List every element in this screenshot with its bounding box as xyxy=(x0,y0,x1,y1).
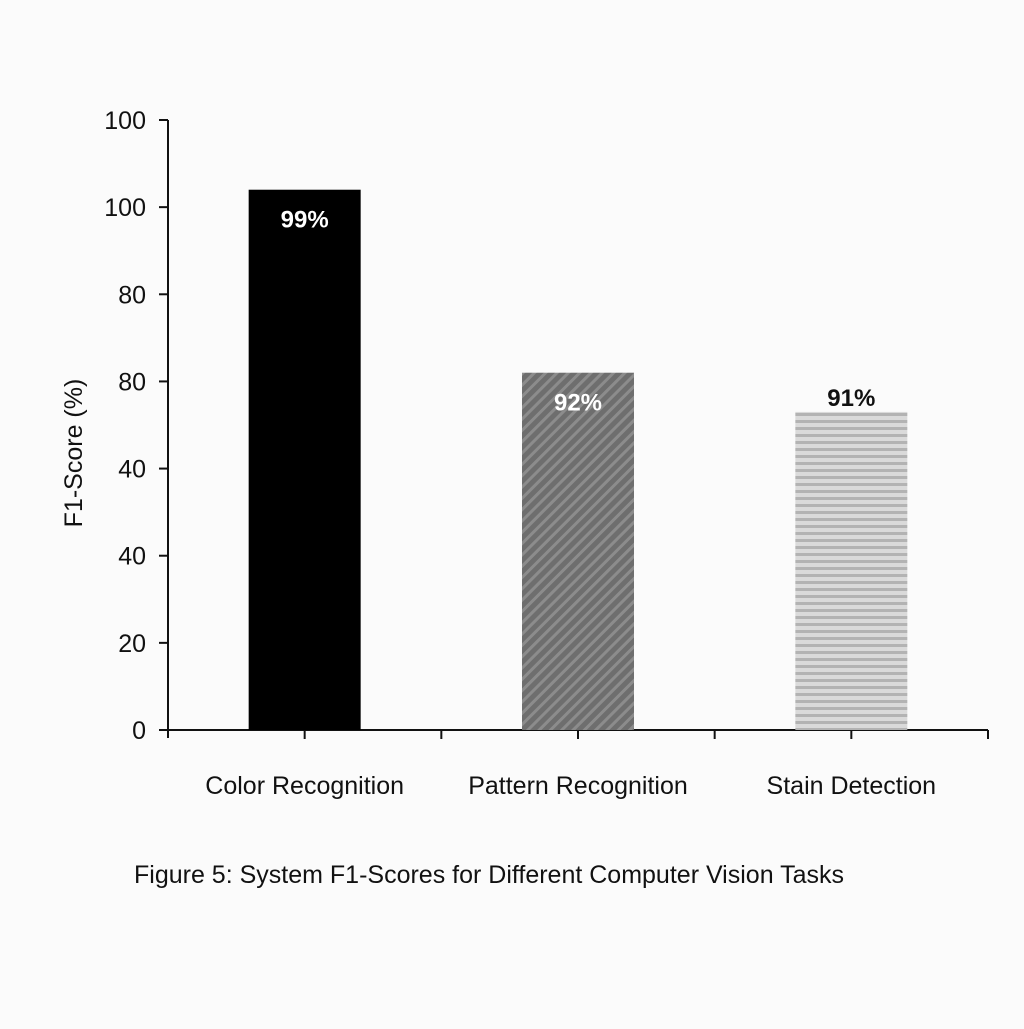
y-tick-label: 100 xyxy=(104,107,146,135)
bars xyxy=(248,189,908,730)
y-tick-label: 80 xyxy=(118,368,146,396)
y-tick-label: 40 xyxy=(118,543,146,571)
x-category-label: Color Recognition xyxy=(205,772,404,800)
bar-color-recognition xyxy=(248,189,361,730)
y-tick-label: 0 xyxy=(132,717,146,745)
bar-data-label: 92% xyxy=(554,390,602,417)
y-tick-label: 40 xyxy=(118,456,146,484)
bar-data-label: 91% xyxy=(827,385,875,412)
x-category-label: Stain Detection xyxy=(767,772,937,800)
y-tick-label: 100 xyxy=(104,194,146,222)
figure-caption: Figure 5: System F1-Scores for Different… xyxy=(134,861,844,889)
labels: Color Recognition 99% Pattern Recognition 9… xyxy=(205,207,936,800)
bar-pattern-recognition xyxy=(522,372,634,730)
bar-data-label: 99% xyxy=(281,207,329,234)
y-tick-label: 80 xyxy=(118,281,146,309)
y-tick-label: 20 xyxy=(118,630,146,658)
bar-stain-detection xyxy=(795,411,908,730)
y-axis-title: F1-Score (%) xyxy=(60,379,88,528)
x-category-label: Pattern Recognition xyxy=(468,772,688,800)
